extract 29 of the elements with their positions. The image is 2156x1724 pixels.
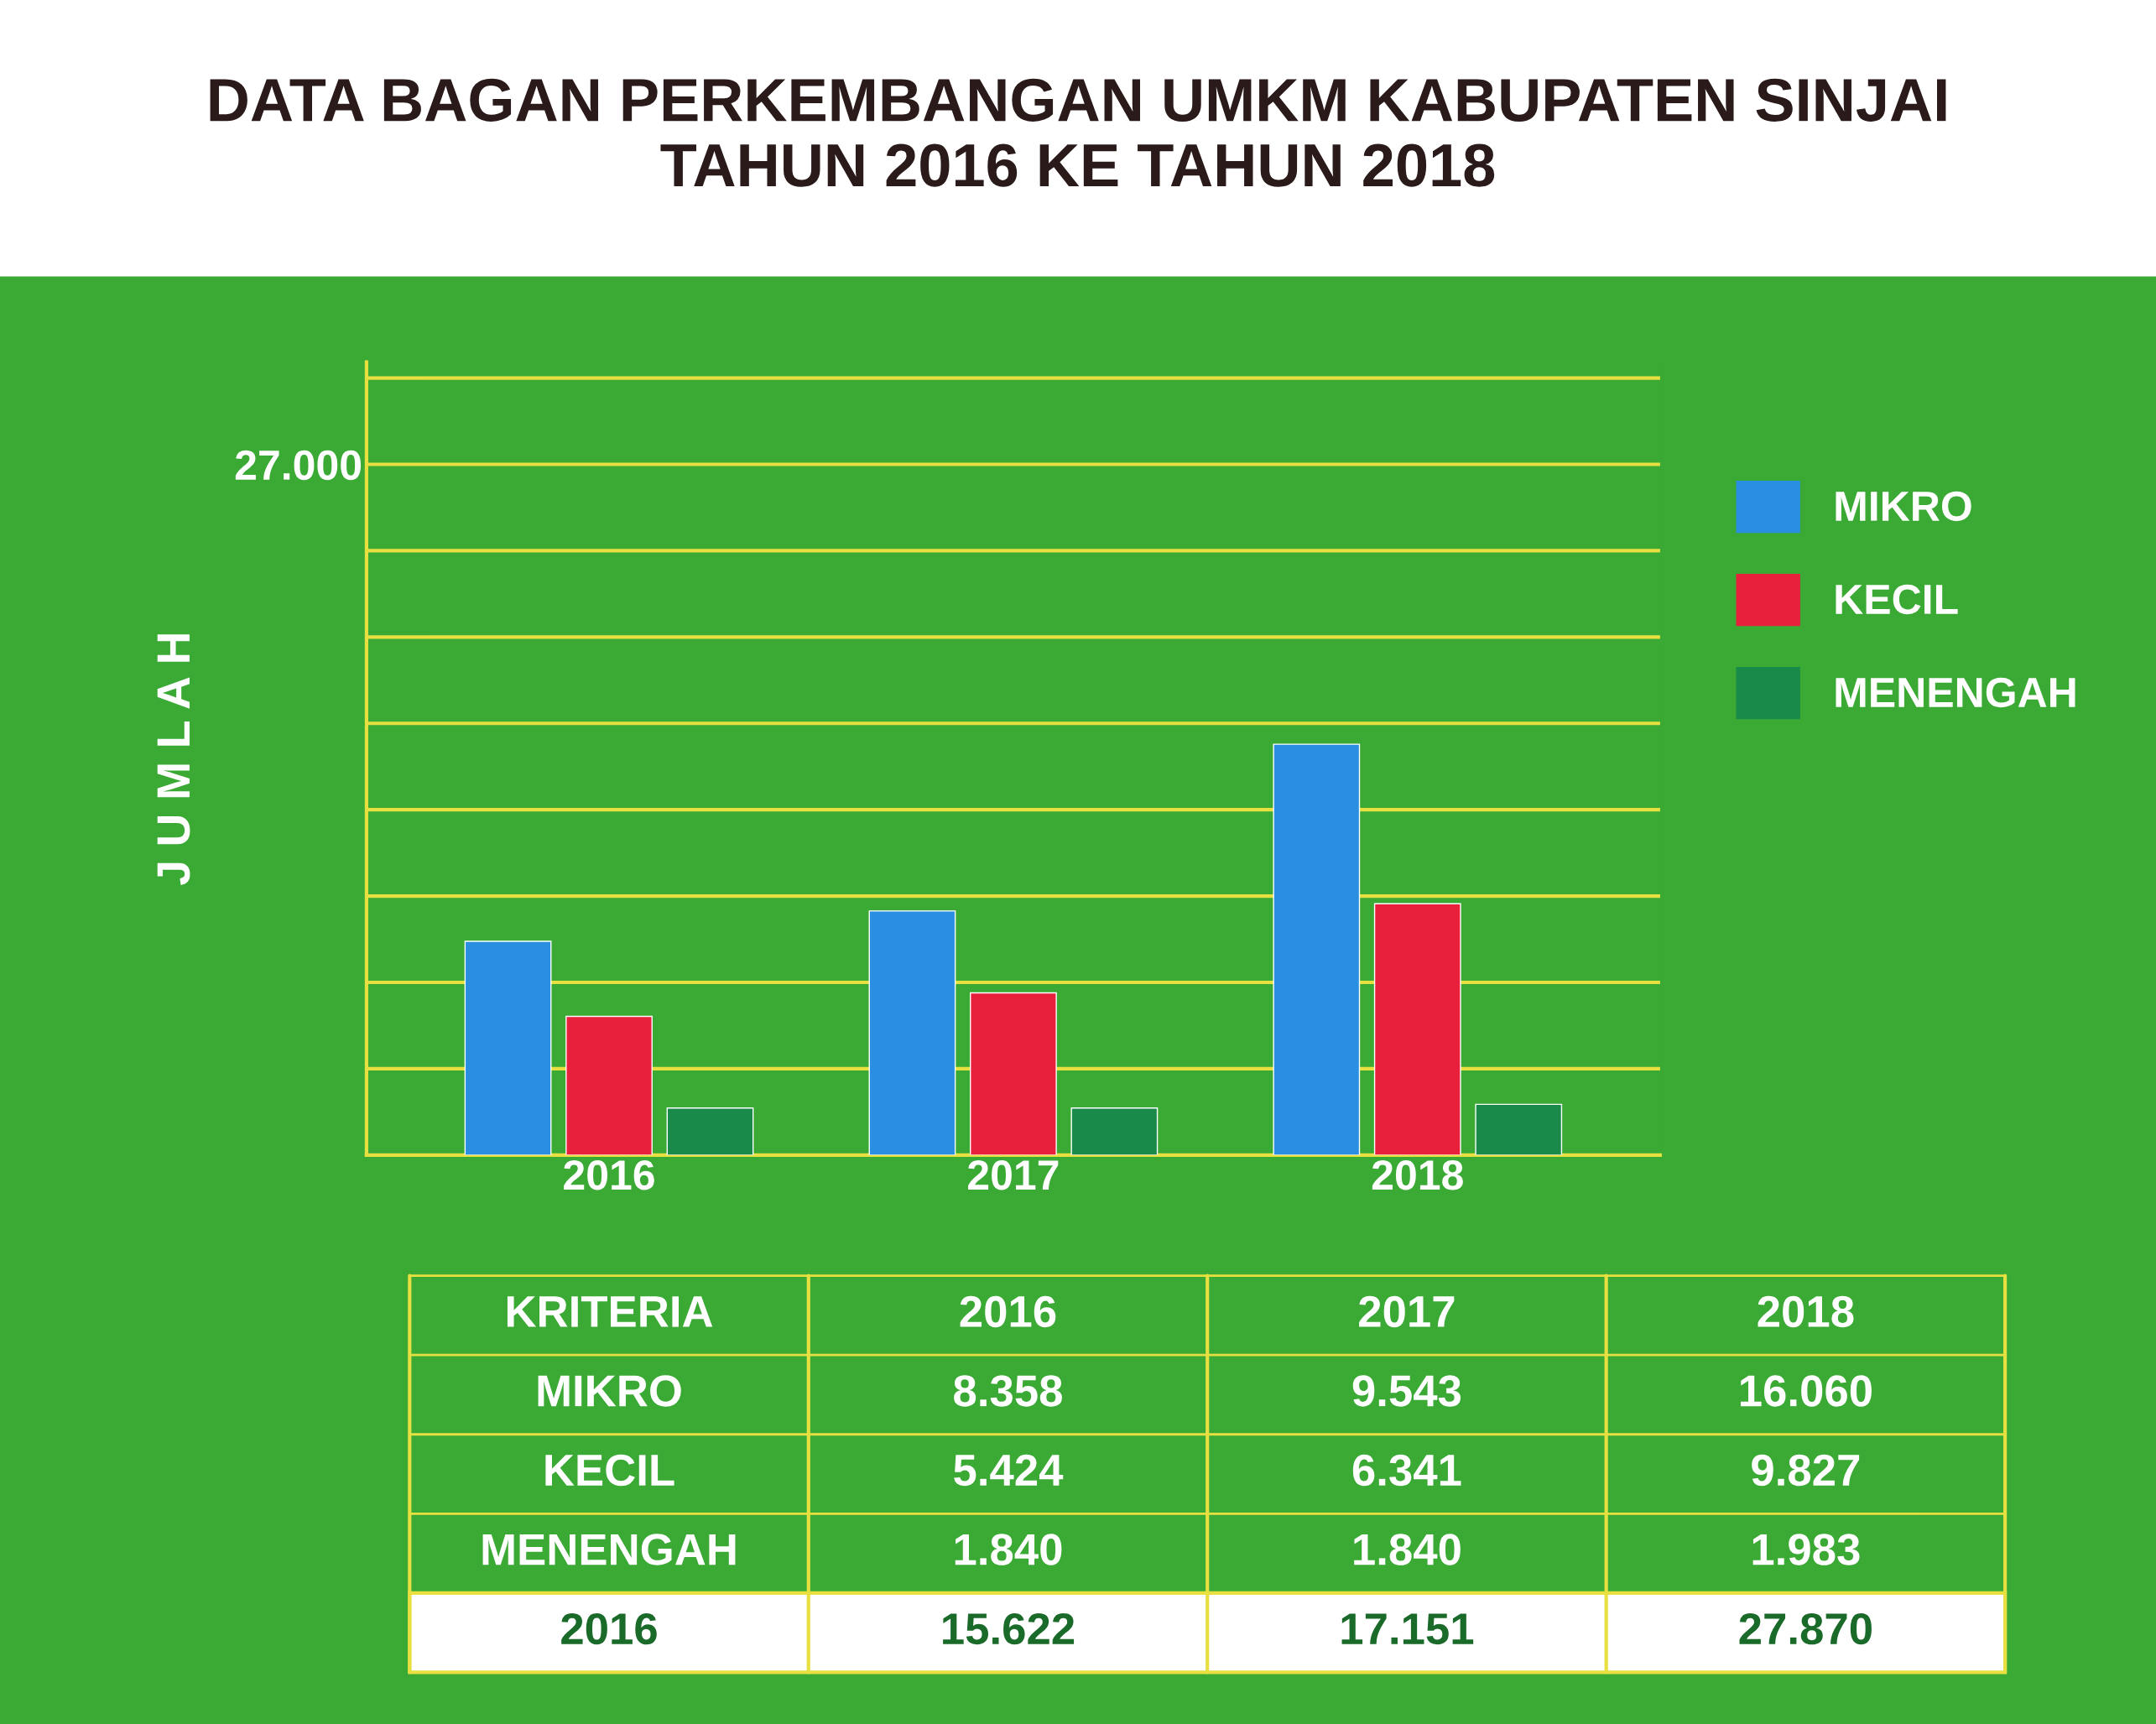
category-label: 2016: [561, 1612, 657, 1645]
chart-title: DATA BAGAN PERKEMBANGAN UMKM KABUPATEN SINJAI TAHUN 2016 KE TAHUN 2018: [210, 78, 1946, 187]
text: 27.870: [1739, 1612, 1872, 1645]
category-label: 2017: [1359, 1295, 1455, 1328]
category-label: 2018: [1758, 1295, 1854, 1328]
y-axis-title: J U M L A H: [157, 634, 190, 886]
text: 9.827: [1752, 1454, 1860, 1487]
legend-label: KECIL: [1836, 584, 1958, 615]
text: 8.358: [954, 1375, 1062, 1407]
text: 17.151: [1341, 1613, 1474, 1645]
text: KRITERIA: [507, 1296, 713, 1327]
text: 9.543: [1352, 1375, 1461, 1407]
text: 6.341: [1352, 1454, 1461, 1487]
x-tick-label: 2017: [968, 1160, 1059, 1190]
text: MIKRO: [538, 1375, 681, 1407]
text: 2016: [960, 1295, 1056, 1328]
text: 1.840: [955, 1534, 1062, 1565]
text: 15.622: [943, 1612, 1075, 1645]
text: 1.840: [1354, 1534, 1461, 1565]
text: 1.983: [1752, 1534, 1860, 1565]
text: 5.424: [954, 1454, 1064, 1487]
y-tick-label: 27.000: [235, 450, 361, 481]
legend-label: MENENGAH: [1836, 677, 2075, 708]
legend-label: MIKRO: [1836, 491, 1971, 522]
text: MENENGAH: [482, 1534, 736, 1565]
text: 16.060: [1740, 1375, 1872, 1407]
x-tick-label: 2016: [564, 1160, 654, 1190]
x-tick-label: 2018: [1372, 1160, 1463, 1190]
text: KECIL: [545, 1454, 674, 1487]
